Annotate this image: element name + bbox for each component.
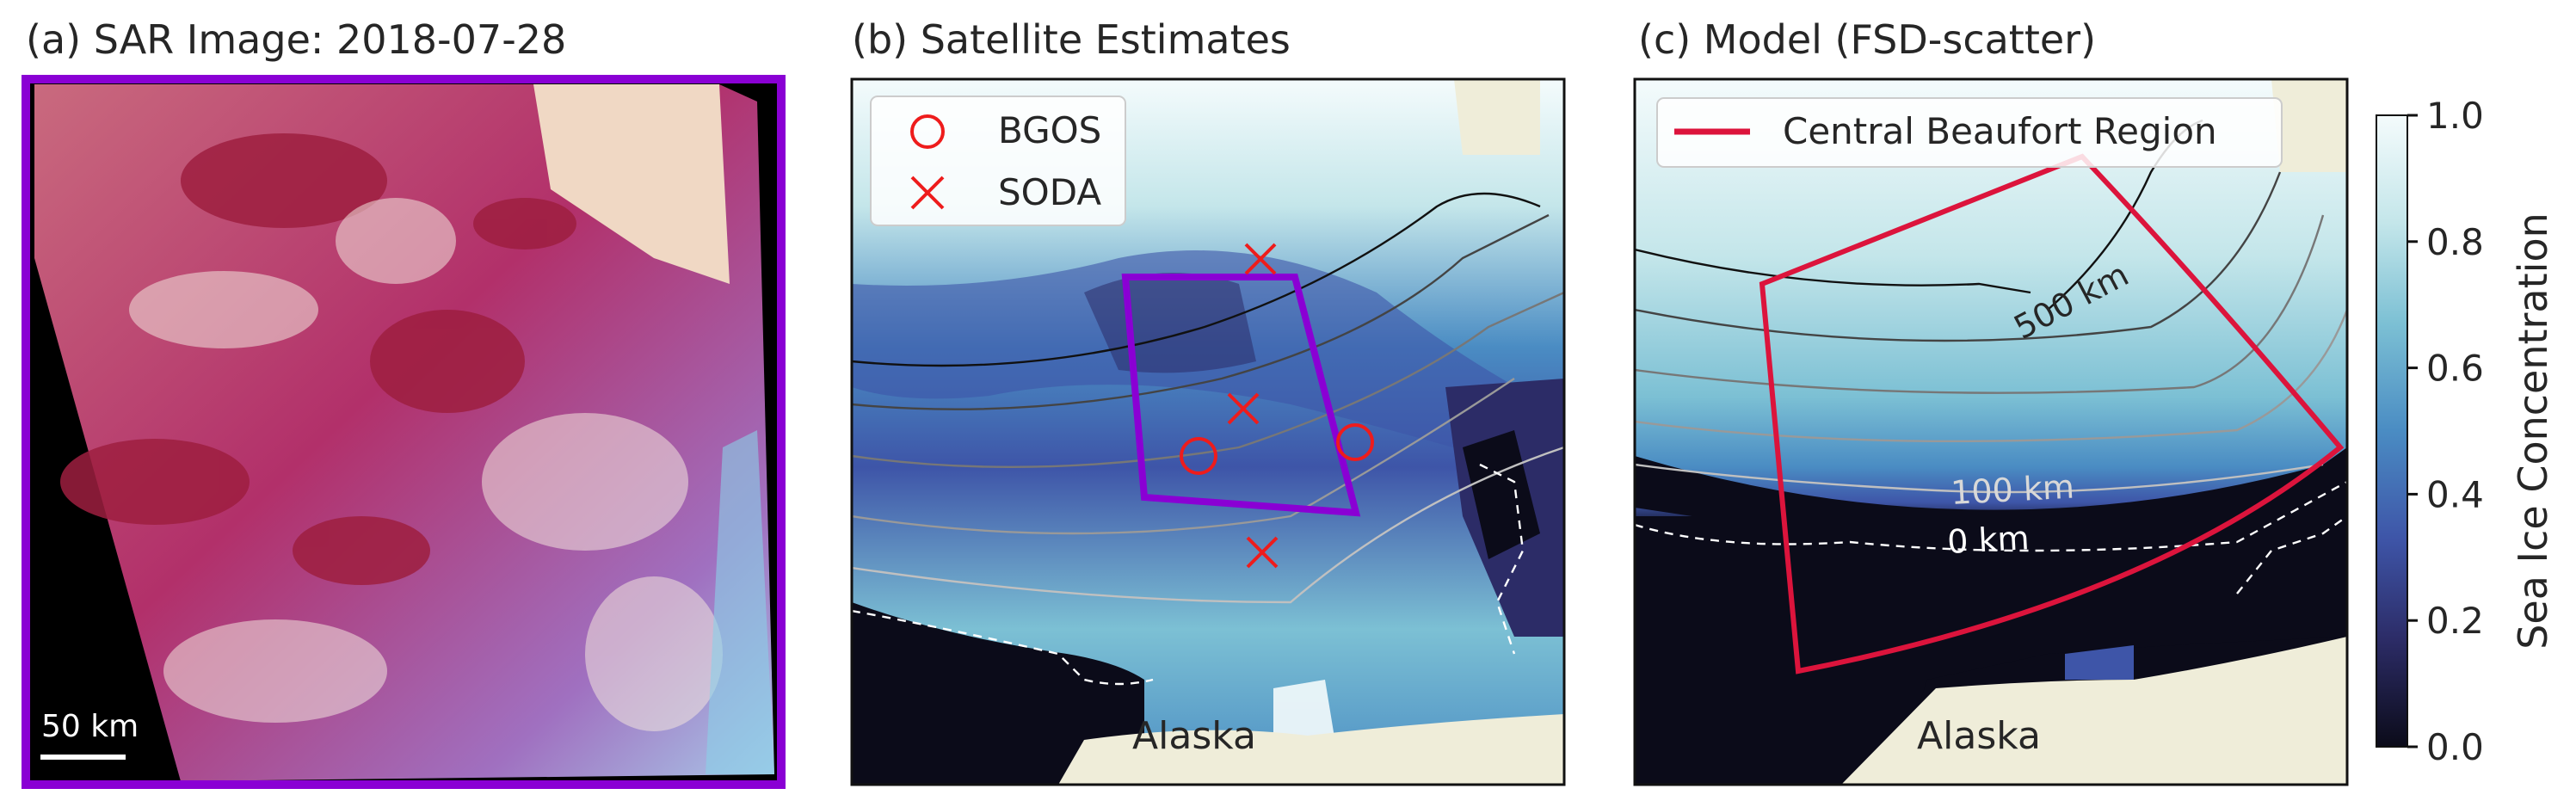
colorbar-tick-label: 0.0 bbox=[2426, 726, 2484, 768]
panel-b-frame bbox=[850, 77, 1566, 786]
panel-c-frame bbox=[1633, 77, 2349, 786]
panel-a-sar-image: 50 km bbox=[22, 75, 786, 789]
colorbar-tick-label: 0.8 bbox=[2426, 221, 2484, 263]
panel-c-title: (c) Model (FSD-scatter) bbox=[1638, 16, 2096, 63]
panel-b-legend: BGOS SODA bbox=[870, 95, 1126, 226]
panel-a-frame bbox=[22, 75, 786, 789]
panel-c-map: 500 km 100 km 0 km Alaska bbox=[1635, 79, 2347, 785]
alaska-land-c bbox=[1841, 637, 2347, 785]
bgos-markers bbox=[1180, 423, 1374, 475]
panel-c-legend: Central Beaufort Region bbox=[1656, 97, 2283, 168]
colorbar-tick-label: 0.4 bbox=[2426, 473, 2484, 515]
central-beaufort-region bbox=[1759, 153, 2345, 675]
contour-label-100: 100 km bbox=[1950, 468, 2075, 512]
contour-label-0: 0 km bbox=[1946, 519, 2030, 561]
colorbar-tick-label: 0.6 bbox=[2426, 348, 2484, 390]
colorbar-gradient bbox=[2376, 114, 2408, 748]
legend-circle-icon bbox=[910, 114, 945, 149]
colorbar-tick-label: 0.2 bbox=[2426, 600, 2484, 642]
legend-central-beaufort: Central Beaufort Region bbox=[1783, 110, 2217, 152]
colorbar-ticks: 0.0 0.2 0.4 0.6 0.8 1.0 bbox=[2407, 95, 2484, 768]
colorbar: 0.0 0.2 0.4 0.6 0.8 1.0 Sea Ice Concentration bbox=[2376, 95, 2556, 768]
scalebar-label: 50 km bbox=[41, 709, 139, 744]
alaska-land-b bbox=[1058, 714, 1564, 785]
soda-markers bbox=[1227, 243, 1279, 569]
colorbar-label: Sea Ice Concentration bbox=[2510, 213, 2556, 650]
panel-b-title: (b) Satellite Estimates bbox=[852, 16, 1291, 63]
colorbar-tick-label: 1.0 bbox=[2426, 95, 2484, 137]
legend-x-icon bbox=[910, 176, 945, 210]
panel-a-title: (a) SAR Image: 2018-07-28 bbox=[26, 16, 566, 63]
legend-bgos: BGOS bbox=[998, 109, 1101, 151]
sar-footprint bbox=[1121, 274, 1361, 517]
alaska-label-c: Alaska bbox=[1917, 714, 2041, 758]
legend-soda: SODA bbox=[998, 171, 1101, 213]
alaska-label-b: Alaska bbox=[1132, 714, 1256, 758]
